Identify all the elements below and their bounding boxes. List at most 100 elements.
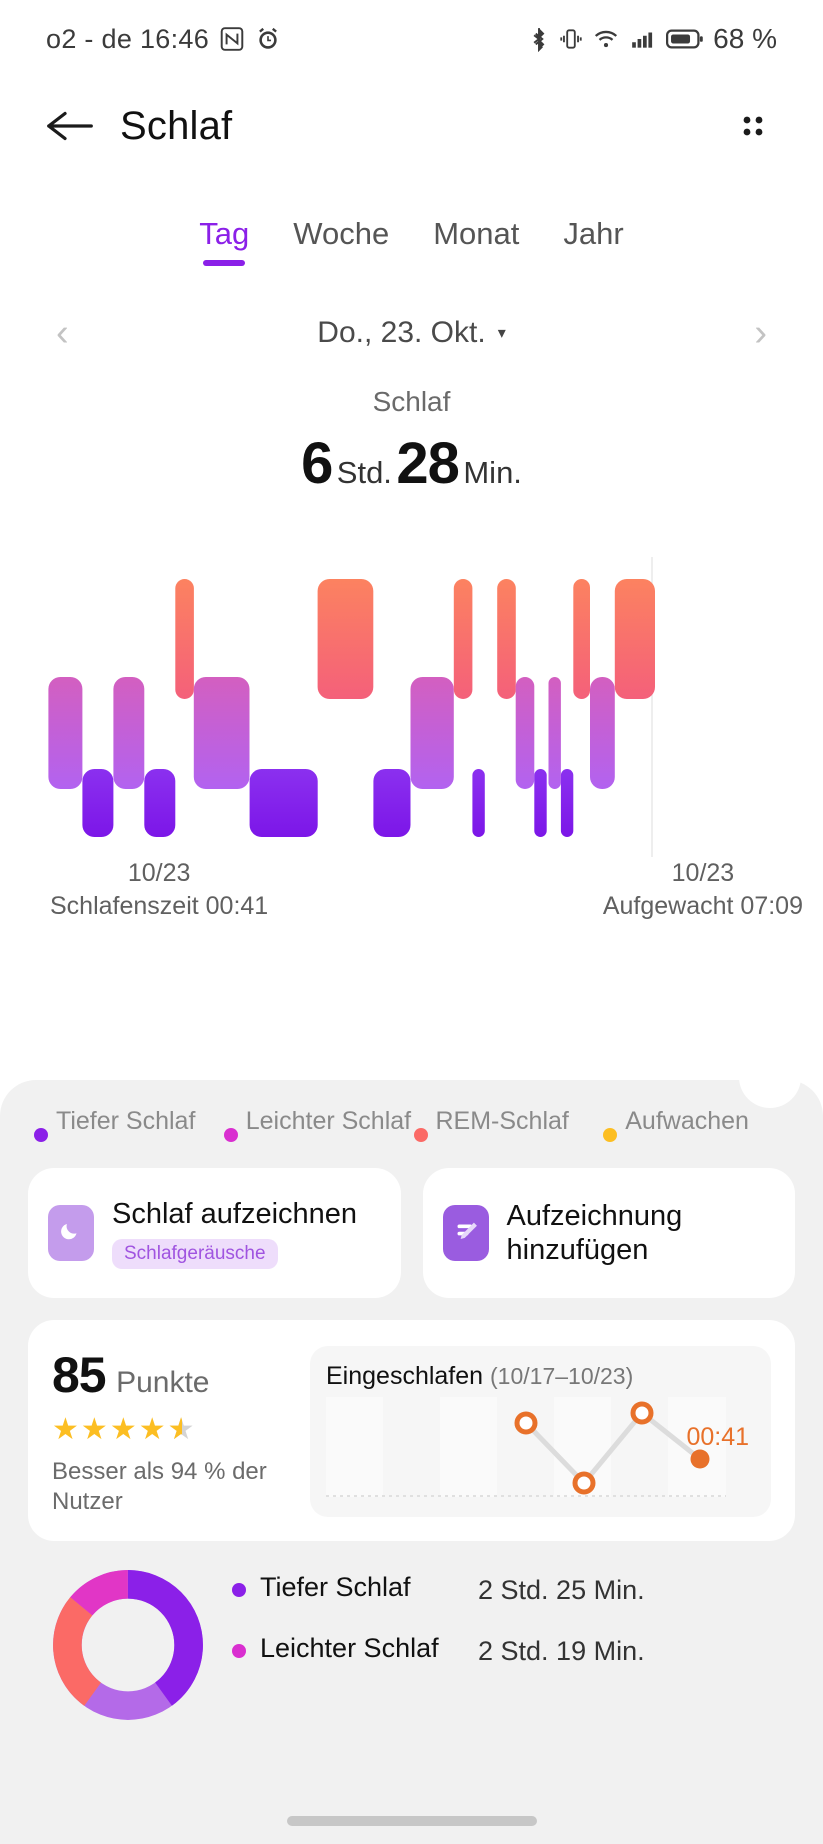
legend-item-deep: Tiefer Schlaf bbox=[34, 1106, 224, 1142]
breakdown-label-light: Leichter Schlaf bbox=[260, 1633, 439, 1663]
legend-item-light: Leichter Schlaf bbox=[223, 1106, 414, 1142]
date-picker-button[interactable]: Do., 23. Okt. ▾ bbox=[317, 316, 505, 350]
next-day-button[interactable]: › bbox=[754, 312, 767, 354]
fall-asleep-mini-chart[interactable]: Eingeschlafen (10/17–10/23) bbox=[310, 1346, 771, 1517]
status-bar-left: o2 - de 16:46 bbox=[46, 24, 281, 55]
sleep-donut-chart bbox=[28, 1559, 228, 1725]
breakdown-dot-deep bbox=[232, 1583, 246, 1597]
back-arrow-icon[interactable] bbox=[42, 98, 98, 154]
sleep-summary: Schlaf 6 Std. 28 Min. bbox=[0, 386, 823, 497]
sleep-start-date: 10/23 bbox=[127, 859, 191, 887]
moon-phone-icon bbox=[48, 1205, 94, 1261]
sleep-end-date: 10/23 bbox=[671, 859, 735, 887]
sleep-segment bbox=[373, 769, 411, 837]
sleep-segment bbox=[249, 769, 318, 837]
sleep-segment bbox=[82, 769, 114, 837]
sleep-stage-chart-svg bbox=[48, 557, 655, 857]
legend-label-deep: Tiefer Schlaf bbox=[56, 1107, 196, 1135]
mini-chart-highlight-value: 00:41 bbox=[686, 1423, 749, 1451]
sleep-segment bbox=[472, 769, 485, 837]
breakdown-row-deep: Tiefer Schlaf 2 Std. 25 Min. bbox=[232, 1559, 795, 1620]
sleep-breakdown: Tiefer Schlaf 2 Std. 25 Min. Leichter Sc… bbox=[28, 1559, 795, 1725]
score-line: 85 Punkte bbox=[52, 1346, 290, 1404]
legend-item-awake: Aufwachen bbox=[603, 1106, 793, 1142]
tab-jahr[interactable]: Jahr bbox=[563, 216, 624, 251]
period-tabs: Tag Woche Monat Jahr bbox=[0, 216, 823, 266]
date-navigator: ‹ Do., 23. Okt. ▾ › bbox=[0, 314, 823, 352]
legend-dot-rem bbox=[413, 1128, 428, 1142]
sleep-segment bbox=[534, 769, 547, 837]
prev-day-button[interactable]: ‹ bbox=[56, 312, 69, 354]
star-full-icon: ★ bbox=[80, 1413, 110, 1446]
sleep-start-time: Schlafenszeit 00:41 bbox=[50, 891, 269, 920]
sleep-segment bbox=[573, 579, 590, 699]
mini-chart-plot: 00:41 bbox=[326, 1397, 755, 1505]
tab-tag[interactable]: Tag bbox=[199, 216, 249, 266]
score-subtitle: Besser als 94 % der Nutzer bbox=[52, 1458, 267, 1515]
sleep-score-card[interactable]: 85 Punkte ★★★★★★ Besser als 94 % der Nut… bbox=[28, 1320, 795, 1541]
mini-chart-range: (10/17–10/23) bbox=[490, 1363, 634, 1389]
sleep-segment bbox=[317, 579, 374, 699]
sleep-segment bbox=[193, 677, 250, 789]
sleep-segment bbox=[548, 677, 561, 789]
sleep-segment bbox=[614, 579, 655, 699]
legend-dot-light bbox=[223, 1128, 238, 1142]
current-date-label: Do., 23. Okt. bbox=[317, 316, 486, 349]
metric-label: Schlaf bbox=[372, 386, 451, 417]
sleep-segment bbox=[453, 579, 473, 699]
sleep-end-time: Aufgewacht 07:09 bbox=[602, 891, 803, 920]
sleep-hours-value: 6 bbox=[301, 431, 333, 496]
record-sleep-card[interactable]: Schlaf aufzeichnen Schlafgeräusche bbox=[28, 1168, 401, 1298]
sleep-end-label: 10/23 Aufgewacht 07:09 bbox=[603, 857, 803, 922]
breakdown-value-light: 2 Std. 19 Min. bbox=[478, 1636, 645, 1666]
mini-chart-title-text: Eingeschlafen bbox=[326, 1362, 484, 1390]
sleep-start-label: 10/23 Schlafenszeit 00:41 bbox=[50, 857, 268, 922]
status-bar-right: 68 % bbox=[528, 23, 777, 55]
add-record-title: Aufzeichnung hinzufügen bbox=[506, 1199, 683, 1266]
legend-item-rem: REM-Schlaf bbox=[413, 1106, 604, 1142]
vibrate-icon bbox=[559, 26, 583, 52]
carrier-time-label: o2 - de 16:46 bbox=[46, 23, 210, 54]
sheet-handle[interactable] bbox=[739, 1046, 801, 1108]
signal-icon bbox=[629, 26, 657, 52]
battery-icon bbox=[666, 27, 704, 51]
sleep-segment bbox=[48, 677, 83, 789]
action-cards: Schlaf aufzeichnen Schlafgeräusche Aufze… bbox=[0, 1142, 823, 1298]
breakdown-label-deep: Tiefer Schlaf bbox=[260, 1572, 411, 1602]
sleep-minutes-value: 28 bbox=[396, 431, 460, 496]
breakdown-row-light: Leichter Schlaf 2 Std. 19 Min. bbox=[232, 1620, 795, 1681]
add-record-card[interactable]: Aufzeichnung hinzufügen bbox=[422, 1168, 795, 1298]
legend-dot-awake bbox=[603, 1128, 618, 1142]
tab-woche[interactable]: Woche bbox=[293, 216, 390, 251]
star-full-icon: ★ bbox=[52, 1413, 81, 1446]
tab-monat[interactable]: Monat bbox=[433, 216, 520, 251]
record-sleep-body: Schlaf aufzeichnen Schlafgeräusche bbox=[112, 1197, 357, 1270]
alarm-icon bbox=[255, 26, 281, 52]
sleep-segment bbox=[515, 677, 535, 789]
star-full-icon: ★ bbox=[138, 1413, 168, 1446]
sleep-segment bbox=[144, 769, 176, 837]
more-options-icon[interactable] bbox=[725, 98, 781, 154]
score-value: 85 bbox=[52, 1347, 107, 1403]
legend-label-light: Leichter Schlaf bbox=[245, 1107, 412, 1135]
sleep-sounds-badge[interactable]: Schlafgeräusche bbox=[112, 1239, 278, 1270]
sleep-stage-chart[interactable] bbox=[0, 557, 823, 857]
bluetooth-icon bbox=[528, 26, 550, 52]
star-half-icon: ★★ bbox=[167, 1413, 197, 1446]
nfc-icon bbox=[219, 26, 245, 52]
battery-percent-label: 68 % bbox=[713, 23, 777, 54]
wifi-icon bbox=[592, 26, 620, 52]
details-sheet: Tiefer Schlaf Leichter Schlaf REM-Schlaf… bbox=[0, 1046, 823, 1844]
sleep-stage-legend: Tiefer Schlaf Leichter Schlaf REM-Schlaf… bbox=[0, 1080, 823, 1142]
status-bar: o2 - de 16:46 68 % bbox=[0, 0, 823, 78]
legend-dot-deep bbox=[34, 1128, 48, 1142]
page-title: Schlaf bbox=[120, 103, 233, 148]
legend-label-awake: Aufwachen bbox=[625, 1107, 749, 1135]
chart-axis-labels: 10/23 Schlafenszeit 00:41 10/23 Aufgewac… bbox=[0, 857, 823, 947]
sleep-donut-svg bbox=[53, 1570, 203, 1720]
home-indicator[interactable] bbox=[286, 1816, 537, 1826]
sleep-segment bbox=[175, 579, 194, 699]
sleep-minutes-unit: Min. bbox=[463, 455, 522, 490]
sleep-segment bbox=[497, 579, 516, 699]
